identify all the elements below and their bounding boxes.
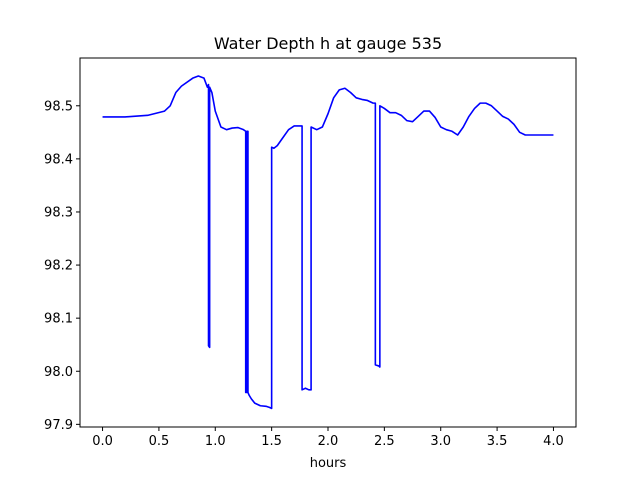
y-tick-label: 98.1 xyxy=(44,312,73,327)
y-tick-label: 98.5 xyxy=(44,99,73,114)
x-axis-ticks: 0.0 0.5 1.0 1.5 2.0 2.5 3.0 3.5 4.0 xyxy=(92,427,564,449)
series-layer xyxy=(102,75,554,410)
y-tick-label: 98.3 xyxy=(44,205,73,220)
y-tick-label: 98.2 xyxy=(44,259,73,274)
axes-background xyxy=(80,58,576,427)
chart-title: Water Depth h at gauge 535 xyxy=(214,34,442,53)
series-line xyxy=(102,75,554,410)
x-axis-label: hours xyxy=(310,456,347,471)
x-tick-label: 1.0 xyxy=(205,434,226,449)
x-tick-label: 2.5 xyxy=(374,434,395,449)
y-axis-ticks: 97.9 98.0 98.1 98.2 98.3 98.4 98.5 xyxy=(44,99,80,433)
y-tick-label: 97.9 xyxy=(44,418,73,433)
plot-area xyxy=(79,57,577,428)
x-tick-label: 3.0 xyxy=(430,434,451,449)
x-tick-label: 0.5 xyxy=(149,434,170,449)
y-tick-label: 98.4 xyxy=(44,152,73,167)
x-tick-label: 2.0 xyxy=(318,434,339,449)
x-tick-label: 0.0 xyxy=(92,434,113,449)
x-tick-label: 3.5 xyxy=(487,434,508,449)
x-tick-label: 4.0 xyxy=(543,434,564,449)
x-tick-label: 1.5 xyxy=(261,434,282,449)
y-tick-label: 98.0 xyxy=(44,365,73,380)
